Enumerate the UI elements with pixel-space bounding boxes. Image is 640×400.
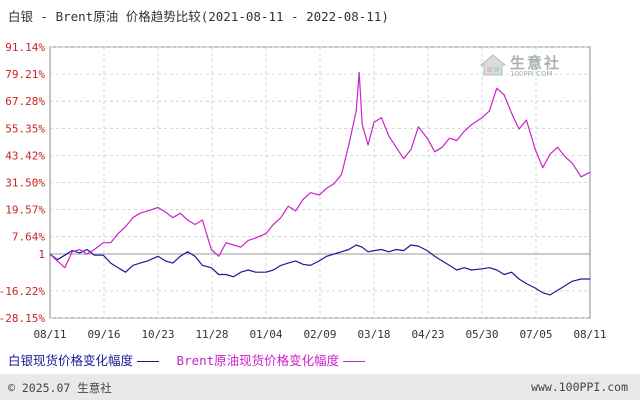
y-tick-label: 31.50% xyxy=(5,176,45,189)
legend-swatch-brent xyxy=(343,361,366,362)
x-tick-label: 01/04 xyxy=(249,328,282,341)
chart-legend: 白银现货价格变化幅度 Brent原油现货价格变化幅度 xyxy=(8,350,375,369)
y-tick-label: 1 xyxy=(38,248,45,261)
x-tick-label: 03/18 xyxy=(357,328,390,341)
legend-item-brent: Brent原油现货价格变化幅度 xyxy=(177,350,366,369)
x-tick-label: 10/23 xyxy=(141,328,174,341)
series-line-silver xyxy=(49,244,590,296)
y-tick-label: 19.57% xyxy=(5,204,45,217)
x-tick-label: 07/05 xyxy=(519,328,552,341)
y-tick-label: 91.14% xyxy=(5,41,45,54)
x-tick-label: 08/11 xyxy=(33,328,66,341)
x-tick-label: 02/09 xyxy=(303,328,336,341)
footer-bar: © 2025.07 生意社 www.100PPI.com xyxy=(0,374,640,400)
legend-item-silver: 白银现货价格变化幅度 xyxy=(8,350,160,369)
grid-layer xyxy=(49,46,591,319)
y-tick-label: 79.21% xyxy=(5,68,45,81)
x-tick-label: 04/23 xyxy=(411,328,444,341)
y-tick-label: -28.15% xyxy=(0,312,45,325)
legend-label-silver: 白银现货价格变化幅度 xyxy=(8,353,134,368)
y-tick-label: 7.64% xyxy=(12,231,45,244)
copyright-text: © 2025.07 生意社 xyxy=(8,381,112,395)
x-tick-label: 09/16 xyxy=(87,328,120,341)
x-tick-label: 08/11 xyxy=(573,328,606,341)
legend-swatch-silver xyxy=(137,361,160,362)
series-layer xyxy=(49,71,591,296)
y-tick-label: 43.42% xyxy=(5,149,45,162)
chart-title: 白银 - Brent原油 价格趋势比较(2021-08-11 - 2022-08… xyxy=(8,9,389,24)
y-tick-label: -16.22% xyxy=(0,285,45,298)
site-url-link[interactable]: www.100PPI.com xyxy=(531,380,628,394)
x-tick-label: 11/28 xyxy=(195,328,228,341)
x-tick-label: 05/30 xyxy=(465,328,498,341)
axis-layer: 91.14% 79.21% 67.28% 55.35% 43.42% 31.50% 19.5… xyxy=(0,41,607,341)
series-line-brent xyxy=(49,71,591,269)
y-tick-label: 67.28% xyxy=(5,95,45,108)
legend-label-brent: Brent原油现货价格变化幅度 xyxy=(176,353,340,368)
y-tick-label: 55.35% xyxy=(5,122,45,135)
